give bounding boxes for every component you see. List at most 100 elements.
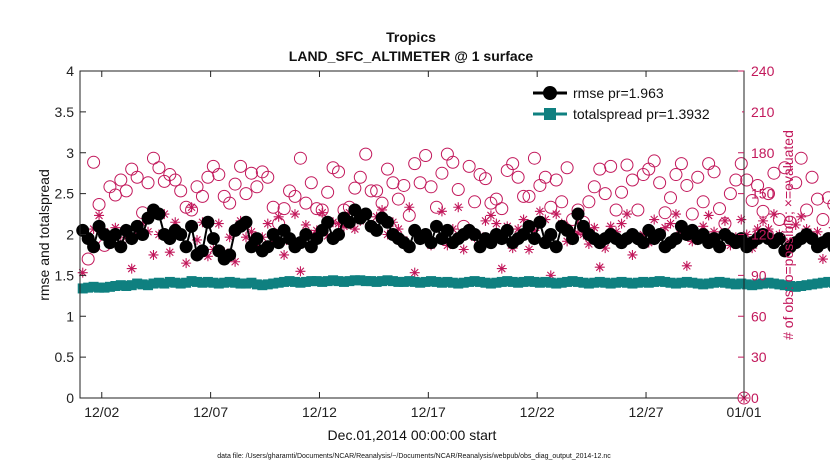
totalspread-point bbox=[426, 276, 437, 287]
obs-possible-point bbox=[707, 165, 721, 179]
totalspread-point bbox=[573, 276, 583, 287]
totalspread-point bbox=[349, 275, 360, 286]
rmse-point bbox=[522, 219, 536, 233]
obs-possible-point bbox=[495, 202, 509, 216]
obs-evaluated-point bbox=[241, 232, 251, 243]
rmse-point bbox=[370, 223, 384, 237]
obs-possible-point bbox=[288, 189, 302, 203]
obs-possible-point bbox=[745, 193, 759, 207]
obs-possible-point bbox=[729, 173, 743, 187]
obs-evaluated-point bbox=[148, 249, 159, 260]
rmse-point bbox=[174, 228, 188, 241]
totalspread-point bbox=[420, 276, 431, 287]
y-tick-label: 2.5 bbox=[55, 186, 75, 202]
obs-possible-point bbox=[250, 180, 264, 194]
obs-possible-point bbox=[157, 174, 171, 188]
x-tick-label: 12/27 bbox=[629, 404, 664, 420]
obs-evaluated-point bbox=[817, 254, 828, 265]
totalspread-point bbox=[807, 279, 818, 290]
obs-possible-point bbox=[598, 187, 612, 201]
obs-possible-point bbox=[821, 191, 830, 205]
y-tick-label: 3 bbox=[66, 145, 74, 161]
obs-evaluated-point bbox=[594, 262, 605, 273]
obs-evaluated-point bbox=[333, 218, 344, 229]
totalspread-point bbox=[246, 277, 257, 288]
rmse-point bbox=[125, 232, 139, 246]
totalspread-point bbox=[279, 276, 290, 287]
obs-possible-point bbox=[174, 184, 188, 198]
obs-evaluated-point bbox=[524, 244, 535, 255]
obs-possible-point bbox=[391, 192, 405, 206]
totalspread-point bbox=[257, 280, 268, 291]
totalspread-point bbox=[768, 278, 779, 289]
rmse-point bbox=[544, 228, 558, 241]
obs-possible-point bbox=[310, 202, 324, 216]
rmse-point bbox=[359, 207, 373, 221]
legend-rmse-marker bbox=[543, 86, 557, 100]
totalspread-point bbox=[741, 279, 752, 290]
obs-possible-point bbox=[152, 161, 166, 175]
obs-possible-point bbox=[435, 166, 449, 180]
obs-possible-point bbox=[125, 162, 139, 176]
totalspread-point bbox=[306, 276, 317, 287]
totalspread-point bbox=[551, 278, 562, 289]
obs-evaluated-point bbox=[192, 234, 203, 245]
obs-possible-point bbox=[783, 215, 797, 229]
rmse-point bbox=[402, 240, 416, 254]
obs-evaluated-point bbox=[790, 219, 801, 230]
obs-possible-point bbox=[87, 155, 101, 169]
totalspread-point bbox=[153, 277, 164, 288]
totalspread-point bbox=[251, 279, 262, 290]
totalspread-point bbox=[431, 276, 442, 287]
totalspread-point bbox=[241, 278, 251, 289]
totalspread-point bbox=[317, 276, 328, 287]
totalspread-point bbox=[121, 281, 132, 291]
totalspread-point bbox=[703, 278, 714, 289]
legend-totalspread-marker bbox=[544, 108, 556, 120]
totalspread-point bbox=[442, 276, 453, 287]
totalspread-point bbox=[409, 276, 420, 287]
obs-possible-point bbox=[223, 196, 237, 210]
totalspread-point bbox=[377, 276, 388, 287]
obs-possible-point bbox=[761, 187, 775, 201]
y-tick-label: 1.5 bbox=[55, 267, 75, 283]
obs-possible-point bbox=[130, 170, 144, 184]
totalspread-point bbox=[785, 281, 796, 291]
obs-evaluated-point bbox=[660, 222, 671, 233]
obs-possible-point bbox=[114, 173, 128, 187]
totalspread-point bbox=[382, 275, 393, 286]
totalspread-point bbox=[262, 279, 273, 290]
totalspread-point bbox=[453, 278, 464, 289]
obs-evaluated-point bbox=[202, 251, 213, 262]
obs-possible-point bbox=[141, 176, 155, 190]
obs-evaluated-point bbox=[279, 249, 290, 260]
obs-evaluated-point bbox=[741, 229, 752, 240]
totalspread-point bbox=[464, 276, 475, 287]
obs-evaluated-point bbox=[480, 215, 491, 226]
totalspread-point bbox=[132, 278, 143, 289]
totalspread-point bbox=[104, 281, 115, 292]
chart-title: Tropics bbox=[386, 29, 436, 45]
obs-possible-point bbox=[326, 161, 340, 175]
obs-possible-point bbox=[674, 157, 688, 171]
legend-box bbox=[524, 78, 742, 124]
totalspread-point bbox=[621, 277, 632, 288]
obs-evaluated-point bbox=[529, 225, 540, 236]
totalspread-point bbox=[747, 280, 758, 291]
totalspread-point bbox=[562, 276, 573, 287]
y-right-tick-label: 240 bbox=[751, 63, 775, 79]
obs-evaluated-point bbox=[670, 209, 681, 220]
obs-possible-point bbox=[631, 203, 645, 217]
obs-evaluated-point bbox=[518, 214, 529, 225]
obs-evaluated-point bbox=[349, 224, 360, 235]
obs-possible-point bbox=[691, 170, 705, 184]
obs-evaluated-point bbox=[796, 211, 807, 222]
obs-possible-point bbox=[364, 184, 378, 198]
y-axis-right: 0 30 60 90 120 150 180 210 240 bbox=[738, 63, 775, 406]
x-tick-label: 01/01 bbox=[726, 404, 761, 420]
rmse-point bbox=[239, 215, 253, 229]
obs-possible-point bbox=[429, 200, 443, 214]
obs-evaluated-point bbox=[513, 224, 524, 235]
obs-possible-point bbox=[533, 178, 547, 192]
